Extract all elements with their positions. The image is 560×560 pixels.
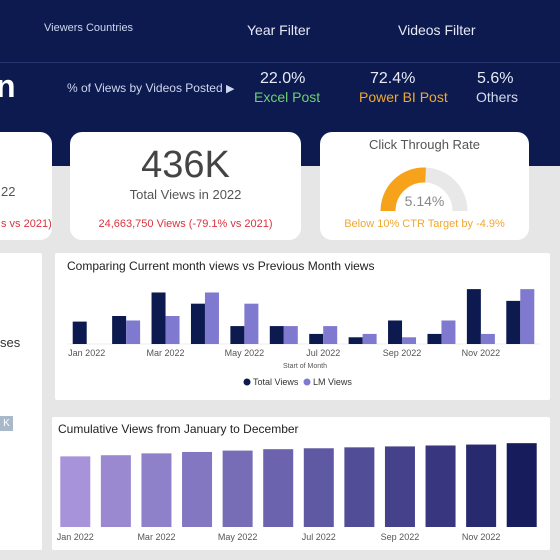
tab-year-filter[interactable]: Year Filter xyxy=(247,22,311,38)
x-tick-label: Nov 2022 xyxy=(462,348,501,358)
lm-views-bar[interactable] xyxy=(402,337,417,344)
total-views-bar[interactable] xyxy=(466,289,481,344)
total-views-bar[interactable] xyxy=(230,326,245,344)
cumulative-bar[interactable] xyxy=(222,450,253,527)
total-views-value: 436K xyxy=(141,144,230,186)
cumulative-bar[interactable] xyxy=(506,443,537,527)
ctr-value: 5.14% xyxy=(404,193,445,209)
stat-excel-label: Excel Post xyxy=(254,89,321,105)
cumulative-bar[interactable] xyxy=(303,448,334,527)
x-tick-label: Sep 2022 xyxy=(381,532,420,542)
total-views-bar[interactable] xyxy=(427,333,442,344)
kpi-card-ctr: Click Through Rate 5.14% Below 10% CTR T… xyxy=(320,132,529,240)
total-views-bar[interactable] xyxy=(190,303,205,344)
ctr-target-text: Below 10% CTR Target by -4.9% xyxy=(344,218,505,230)
header-divider xyxy=(0,62,560,63)
left-panel: ses K xyxy=(0,253,42,550)
pct-views-text: % of Views by Videos Posted xyxy=(67,81,223,95)
total-views-bar[interactable] xyxy=(151,292,166,344)
legend-label: LM Views xyxy=(313,377,352,387)
kpi-card-total-views: 436K Total Views in 2022 24,663,750 View… xyxy=(70,132,301,240)
lm-views-bar[interactable] xyxy=(204,292,219,344)
left-panel-text: ses xyxy=(0,335,21,350)
x-tick-label: Mar 2022 xyxy=(147,348,185,358)
legend-marker xyxy=(303,378,311,386)
lm-views-bar[interactable] xyxy=(441,320,456,344)
total-views-bar[interactable] xyxy=(388,320,403,344)
cumulative-bar[interactable] xyxy=(384,446,415,527)
x-tick-label: Mar 2022 xyxy=(137,532,175,542)
play-arrow-icon: ▶ xyxy=(226,83,235,95)
cumulative-bar[interactable] xyxy=(100,455,131,527)
stat-powerbi-label: Power BI Post xyxy=(359,89,448,105)
lm-views-bar[interactable] xyxy=(165,316,180,344)
ctr-gauge-fill xyxy=(380,167,426,212)
logo-fragment: n xyxy=(0,68,16,104)
cumulative-chart-panel: Cumulative Views from January to Decembe… xyxy=(52,417,550,550)
stat-others-label: Others xyxy=(476,89,519,105)
comparison-chart-title: Comparing Current month views vs Previou… xyxy=(67,259,375,273)
lm-views-bar[interactable] xyxy=(480,333,495,344)
lm-views-bar[interactable] xyxy=(362,333,377,344)
lm-views-bar[interactable] xyxy=(283,326,298,344)
legend-marker xyxy=(243,378,251,386)
x-tick-label: Sep 2022 xyxy=(383,348,422,358)
legend-label: Total Views xyxy=(253,377,299,387)
kpi-left-year: 22 xyxy=(1,184,16,199)
total-views-bar[interactable] xyxy=(72,321,87,344)
month-comparison-chart-panel: Comparing Current month views vs Previou… xyxy=(55,253,550,400)
stat-excel-value: 22.0% xyxy=(260,70,306,87)
total-views-compare: 24,663,750 Views (-79.1% vs 2021) xyxy=(98,218,273,230)
kpi-left-compare: s vs 2021) xyxy=(1,218,52,230)
kpi-card-left: 22 s vs 2021) xyxy=(0,132,52,240)
cumulative-bar[interactable] xyxy=(263,449,294,527)
lm-views-bar[interactable] xyxy=(244,303,259,344)
total-views-bar[interactable] xyxy=(506,300,521,344)
tab-viewers-countries[interactable]: Viewers Countries xyxy=(44,22,134,34)
ctr-title: Click Through Rate xyxy=(368,137,481,152)
cumulative-bar[interactable] xyxy=(60,456,91,527)
left-badge[interactable]: K xyxy=(0,416,13,431)
cumulative-bar[interactable] xyxy=(182,451,213,527)
total-views-bar[interactable] xyxy=(309,333,324,344)
cumulative-bar[interactable] xyxy=(344,447,375,527)
lm-views-bar[interactable] xyxy=(126,320,141,344)
total-views-bar[interactable] xyxy=(348,337,363,344)
stat-others-value: 5.6% xyxy=(477,70,514,87)
pct-views-label: % of Views by Videos Posted ▶ xyxy=(67,81,234,95)
x-tick-label: Jul 2022 xyxy=(302,532,336,542)
x-tick-label: May 2022 xyxy=(225,348,265,358)
x-tick-label: Nov 2022 xyxy=(462,532,501,542)
x-tick-label: Jan 2022 xyxy=(68,348,105,358)
total-views-bar[interactable] xyxy=(269,326,284,344)
x-axis-label: Start of Month xyxy=(283,363,327,370)
cumulative-chart-title: Cumulative Views from January to Decembe… xyxy=(58,422,299,436)
total-views-label: Total Views in 2022 xyxy=(129,187,242,202)
ctr-gauge xyxy=(380,167,468,212)
lm-views-bar[interactable] xyxy=(323,326,338,344)
cumulative-chart: Jan 2022 Mar 2022 May 2022 Jul 2022 Sep 2022… xyxy=(57,443,537,542)
x-tick-label: Jan 2022 xyxy=(57,532,94,542)
stat-powerbi-value: 72.4% xyxy=(370,70,416,87)
cumulative-bar[interactable] xyxy=(466,444,497,527)
cumulative-bar[interactable] xyxy=(141,453,172,527)
x-tick-label: Jul 2022 xyxy=(306,348,340,358)
comparison-chart: Jan 2022 Mar 2022 May 2022 Jul 2022 Sep 2022… xyxy=(67,289,540,387)
lm-views-bar[interactable] xyxy=(520,289,535,344)
x-tick-label: May 2022 xyxy=(218,532,258,542)
tab-videos-filter[interactable]: Videos Filter xyxy=(398,22,476,38)
cumulative-bar[interactable] xyxy=(425,445,456,527)
left-badge-text: K xyxy=(3,418,10,429)
total-views-bar[interactable] xyxy=(112,316,127,344)
